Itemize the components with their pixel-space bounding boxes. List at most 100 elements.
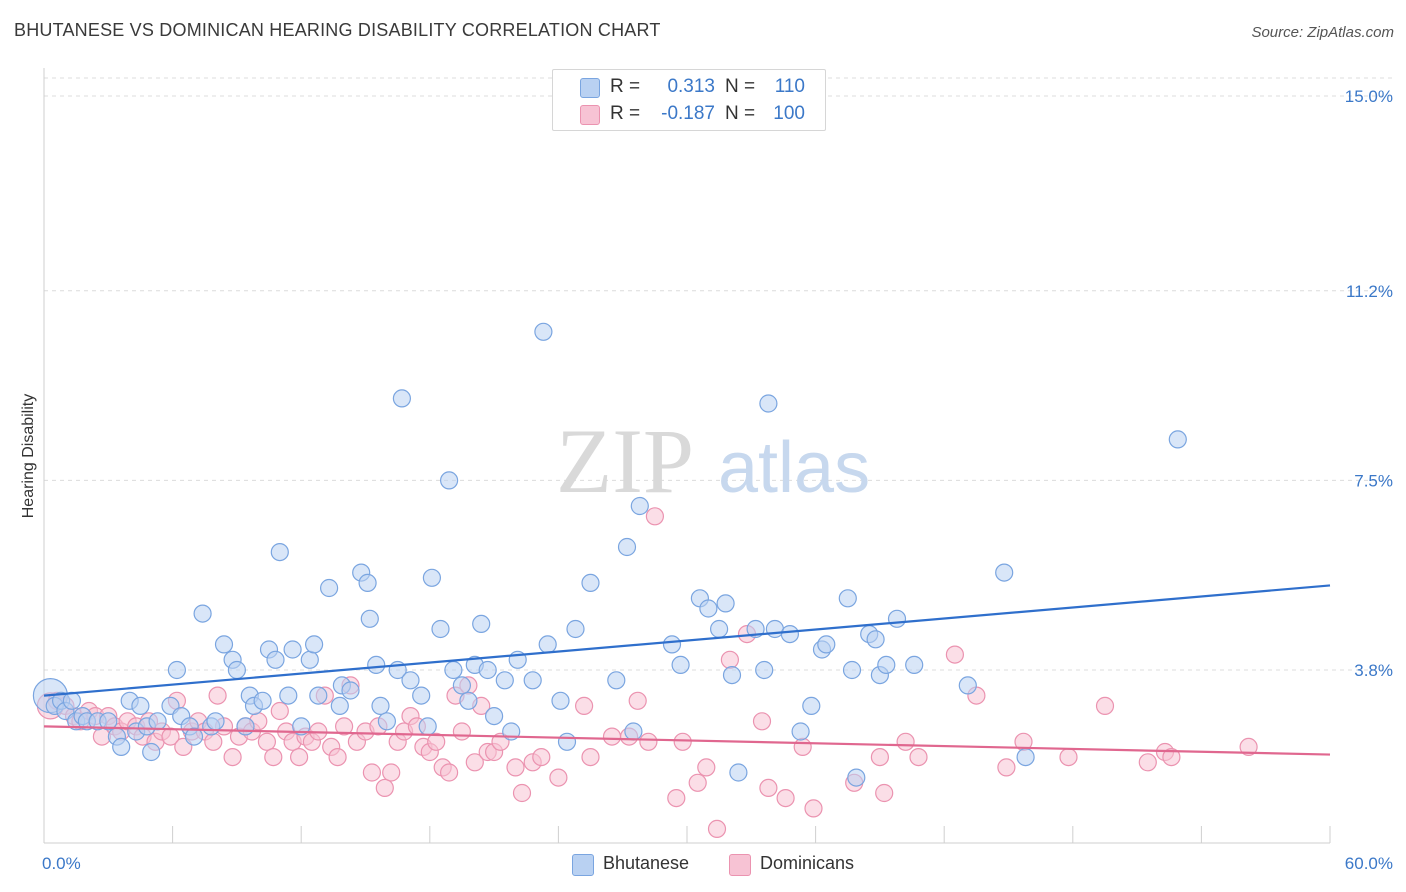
bhutanese-point bbox=[401, 671, 420, 690]
dominicans-point bbox=[465, 753, 484, 772]
bhutanese-point bbox=[759, 394, 778, 413]
dominicans-point bbox=[506, 758, 525, 777]
bhutanese-point bbox=[418, 717, 437, 736]
dominicans-point bbox=[1059, 747, 1078, 767]
dominicans-point bbox=[804, 799, 823, 818]
dominicans-point bbox=[720, 650, 740, 669]
bhutanese-point bbox=[62, 691, 82, 710]
bhutanese-point bbox=[320, 578, 339, 598]
watermark-atlas: atlas bbox=[718, 428, 870, 508]
dominicans-point bbox=[1162, 747, 1181, 767]
bhutanese-point bbox=[367, 655, 386, 675]
bhutanese-point bbox=[958, 676, 977, 695]
bhutanese-point bbox=[755, 660, 774, 680]
bhutanese-point bbox=[392, 389, 411, 408]
dominicans-point bbox=[628, 691, 647, 710]
bhutanese-point bbox=[617, 537, 637, 557]
bhutanese-point bbox=[431, 619, 450, 639]
series-legend: Bhutanese Dominicans bbox=[0, 852, 1406, 878]
trend-lines bbox=[43, 584, 1331, 756]
bhutanese-point bbox=[887, 609, 907, 628]
bhutanese-point bbox=[538, 635, 557, 654]
legend-row-bhutanese: R = 0.313 N = 110 bbox=[553, 74, 825, 100]
bhutanese-point bbox=[412, 686, 431, 705]
x-tick-label: 0.0% bbox=[42, 854, 81, 873]
legend-n-value: 100 bbox=[773, 103, 805, 124]
bhutanese-point bbox=[566, 619, 585, 639]
legend-swatch-pink bbox=[580, 105, 600, 125]
bhutanese-point bbox=[167, 660, 186, 680]
watermark-zip: ZIP bbox=[556, 410, 694, 512]
legend-label-bhutanese: Bhutanese bbox=[603, 853, 690, 873]
dominicans-point bbox=[997, 758, 1016, 777]
legend-r-label: R = bbox=[610, 103, 641, 124]
bhutanese-point bbox=[206, 712, 225, 731]
dominicans-trend-line bbox=[43, 725, 1331, 756]
dominicans-point bbox=[870, 747, 890, 767]
bhutanese-point bbox=[791, 722, 810, 741]
bhutanese-point bbox=[478, 660, 497, 680]
bhutanese-point bbox=[279, 686, 298, 705]
bhutanese-point bbox=[551, 691, 570, 710]
dominicans-point bbox=[208, 686, 227, 705]
source-credit: Source: ZipAtlas.com bbox=[1251, 24, 1394, 41]
legend-swatch-blue bbox=[572, 854, 594, 876]
dominicans-point bbox=[362, 763, 381, 782]
bhutanese-points bbox=[32, 322, 1187, 787]
y-tick-label: 15.0% bbox=[1345, 87, 1393, 106]
bhutanese-point bbox=[581, 573, 600, 593]
legend-r-label: R = bbox=[610, 76, 641, 97]
bhutanese-point bbox=[112, 737, 131, 757]
bhutanese-trend-line bbox=[43, 584, 1331, 697]
dominicans-point bbox=[1095, 696, 1115, 716]
bhutanese-point bbox=[1016, 747, 1035, 767]
bhutanese-point bbox=[305, 635, 324, 654]
bhutanese-point bbox=[877, 655, 896, 675]
dominicans-point bbox=[752, 712, 772, 731]
dominicans-point bbox=[707, 819, 727, 839]
dominicans-point bbox=[688, 773, 707, 792]
bhutanese-point bbox=[266, 650, 285, 669]
bhutanese-point bbox=[227, 660, 246, 680]
bhutanese-point bbox=[184, 727, 204, 746]
bhutanese-point bbox=[472, 614, 491, 634]
bhutanese-point bbox=[607, 671, 626, 690]
dominicans-point bbox=[549, 768, 568, 787]
bhutanese-point bbox=[283, 640, 302, 659]
dominicans-point bbox=[440, 763, 459, 782]
bhutanese-point bbox=[377, 712, 396, 731]
bhutanese-point bbox=[148, 712, 167, 731]
dominicans-point bbox=[257, 732, 276, 751]
dominicans-point bbox=[602, 727, 622, 746]
bhutanese-point bbox=[459, 691, 478, 710]
bhutanese-point bbox=[193, 604, 212, 623]
bhutanese-point bbox=[817, 635, 836, 654]
bhutanese-point bbox=[709, 619, 729, 639]
dominicans-point bbox=[223, 747, 242, 767]
dominicans-point bbox=[945, 645, 965, 664]
dominicans-point bbox=[1239, 737, 1258, 757]
bhutanese-point bbox=[716, 594, 735, 613]
dominicans-point bbox=[270, 701, 289, 721]
dominicans-point bbox=[204, 732, 223, 751]
bhutanese-point bbox=[842, 660, 862, 680]
bhutanese-point bbox=[905, 655, 924, 675]
bhutanese-point bbox=[330, 696, 349, 716]
legend-r-value: 0.313 bbox=[667, 76, 715, 97]
dominicans-point bbox=[896, 732, 915, 751]
dominicans-point bbox=[382, 763, 401, 782]
chart-title: BHUTANESE VS DOMINICAN HEARING DISABILIT… bbox=[14, 20, 661, 40]
bhutanese-point bbox=[452, 676, 471, 695]
legend-swatch-pink bbox=[729, 854, 751, 876]
legend-row-dominicans: R = -0.187 N = 100 bbox=[553, 101, 825, 127]
dominicans-point bbox=[264, 747, 283, 767]
correlation-legend: R = 0.313 N = 110 R = -0.187 N = 100 bbox=[552, 69, 826, 131]
y-tick-label: 7.5% bbox=[1354, 471, 1393, 490]
dominicans-point bbox=[328, 747, 347, 767]
dominicans-point bbox=[875, 783, 894, 803]
bhutanese-point bbox=[722, 665, 742, 685]
bhutanese-point bbox=[214, 635, 234, 654]
dominicans-point bbox=[335, 717, 354, 736]
bhutanese-point bbox=[485, 706, 504, 726]
bhutanese-point bbox=[99, 712, 118, 731]
